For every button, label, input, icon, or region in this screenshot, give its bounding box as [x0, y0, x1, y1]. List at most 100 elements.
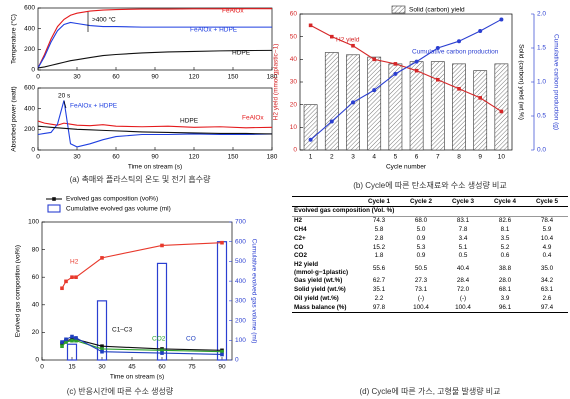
y-axis-label: Absorbed power (watt): [11, 86, 18, 151]
cell: 5.3: [416, 243, 426, 251]
cell: 5.9: [542, 225, 552, 233]
cell: 68.0: [414, 217, 428, 225]
marker: [100, 347, 104, 351]
cell: 97.8: [358, 303, 400, 313]
marker: [60, 286, 64, 291]
cell: 5.8: [374, 225, 384, 233]
marker: [70, 334, 74, 339]
header-cell: Cycle 3: [442, 196, 484, 207]
marker: [457, 39, 461, 44]
series-label: HDPE: [180, 118, 199, 125]
cell: 50.5: [414, 264, 428, 272]
row-label: Solid yield (wt.%): [294, 286, 346, 294]
marker: [220, 349, 224, 354]
x-tick-label: 150: [228, 74, 239, 81]
y2-tick-label: 300: [235, 298, 246, 305]
marker: [351, 43, 355, 48]
cell: 40.4: [456, 264, 470, 272]
marker: [351, 100, 355, 105]
table-row: CO2 1.8 0.9 0.5 0.6 0.4: [292, 252, 568, 261]
x-tick-label: 0: [36, 74, 40, 81]
x-tick-label: 60: [112, 154, 120, 161]
y2-tick-label: 0.5: [537, 113, 546, 120]
cell: 68.1: [498, 286, 512, 294]
series-label: FeAlOx: [242, 115, 264, 122]
row-label: C2+: [294, 234, 306, 242]
cell: 3.4: [458, 234, 468, 242]
cell: 5.1: [458, 243, 468, 251]
legend-label: Cumulative evolved gas volume (ml): [66, 206, 171, 213]
series-label: Cumulative carbon production: [412, 49, 499, 56]
marker: [499, 109, 504, 114]
marker: [70, 275, 74, 279]
cell: 72.0: [456, 286, 470, 294]
annotation-arrow: [63, 100, 67, 109]
line: [61, 338, 223, 351]
bar: [452, 63, 466, 151]
bar: [473, 70, 488, 151]
section-cell: Evolved gas composition (Vol. %): [292, 206, 568, 217]
marker: [100, 349, 104, 354]
row-label: Oil yield (wt.%): [294, 295, 339, 302]
table: Cycle 1 Cycle 2 Cycle 3 Cycle 4 Cycle 5 Evolv…: [292, 196, 568, 313]
y-tick-label: 0: [31, 67, 35, 74]
series-label: FeAlOx + HDPE: [70, 103, 118, 110]
cell: 82.6: [498, 217, 512, 225]
series-label: CO2: [152, 336, 166, 343]
cell: 8.1: [500, 225, 510, 233]
x-tick-label: 30: [98, 364, 106, 371]
header-cell: Cycle 5: [526, 196, 568, 207]
series-label: C1–C3: [112, 327, 133, 334]
table-row: CH4 5.8 5.0 7.8 8.1 5.9: [292, 225, 568, 234]
cell: 5.2: [500, 243, 510, 251]
x-tick-label: 4: [372, 154, 376, 161]
cell: 74.3: [372, 217, 386, 225]
series-label: H2: [70, 259, 79, 266]
header-cell: Cycle 1: [358, 196, 400, 207]
marker: [100, 256, 104, 260]
marker: [478, 96, 482, 100]
marker: [436, 77, 440, 82]
table-row: H2 74.3 68.0 83.1 82.6 78.4: [292, 216, 568, 225]
table-row: Solid yield (wt.%) 35.1 73.1 72.0 68.1 63.1: [292, 286, 568, 295]
caption: (c) 반응시간에 따른 수소 생성량: [67, 386, 174, 396]
y2-tick-label: 1.5: [537, 45, 546, 52]
x-tick-label: 7: [436, 154, 440, 161]
y2-tick-label: 0.0: [537, 147, 546, 154]
marker: [330, 34, 334, 39]
cell: 10.4: [540, 234, 554, 242]
y-tick-label: 200: [24, 126, 35, 133]
cell: 35.0: [540, 264, 554, 272]
line: [37, 21, 272, 69]
y-axis-label: Temperature (°C): [10, 14, 18, 64]
cell: 63.1: [540, 286, 554, 294]
x-tick-label: 45: [128, 364, 136, 371]
row-label: H2: [294, 217, 303, 225]
y-tick-label: 50: [290, 33, 298, 40]
bar: [367, 56, 382, 151]
x-tick-label: 9: [478, 154, 482, 161]
marker: [74, 338, 78, 343]
marker: [414, 68, 419, 73]
y3-axis-label: Solid (carbon) yield (wt.%): [517, 44, 524, 120]
y2-tick-label: 500: [235, 258, 246, 265]
x-tick-label: 1: [309, 154, 313, 161]
bar: [430, 61, 445, 151]
marker: [70, 338, 74, 343]
cell: 62.7: [372, 277, 386, 285]
annotation: 20 s: [58, 93, 71, 100]
row-label: CO: [294, 243, 304, 251]
marker: [64, 337, 68, 342]
cell: 0.6: [500, 252, 510, 260]
marker: [74, 336, 78, 340]
marker: [60, 340, 64, 344]
x-tick-label: 150: [228, 154, 239, 161]
marker: [478, 29, 483, 33]
section-row: Evolved gas composition (Vol. %): [292, 206, 568, 217]
y-tick-label: 20: [290, 101, 298, 108]
cell: 27.3: [414, 277, 428, 285]
x-tick-label: 15: [68, 364, 76, 371]
y-tick-label: 40: [290, 56, 298, 63]
table-row: CO 15.2 5.3 5.1 5.2 4.9: [292, 243, 568, 252]
